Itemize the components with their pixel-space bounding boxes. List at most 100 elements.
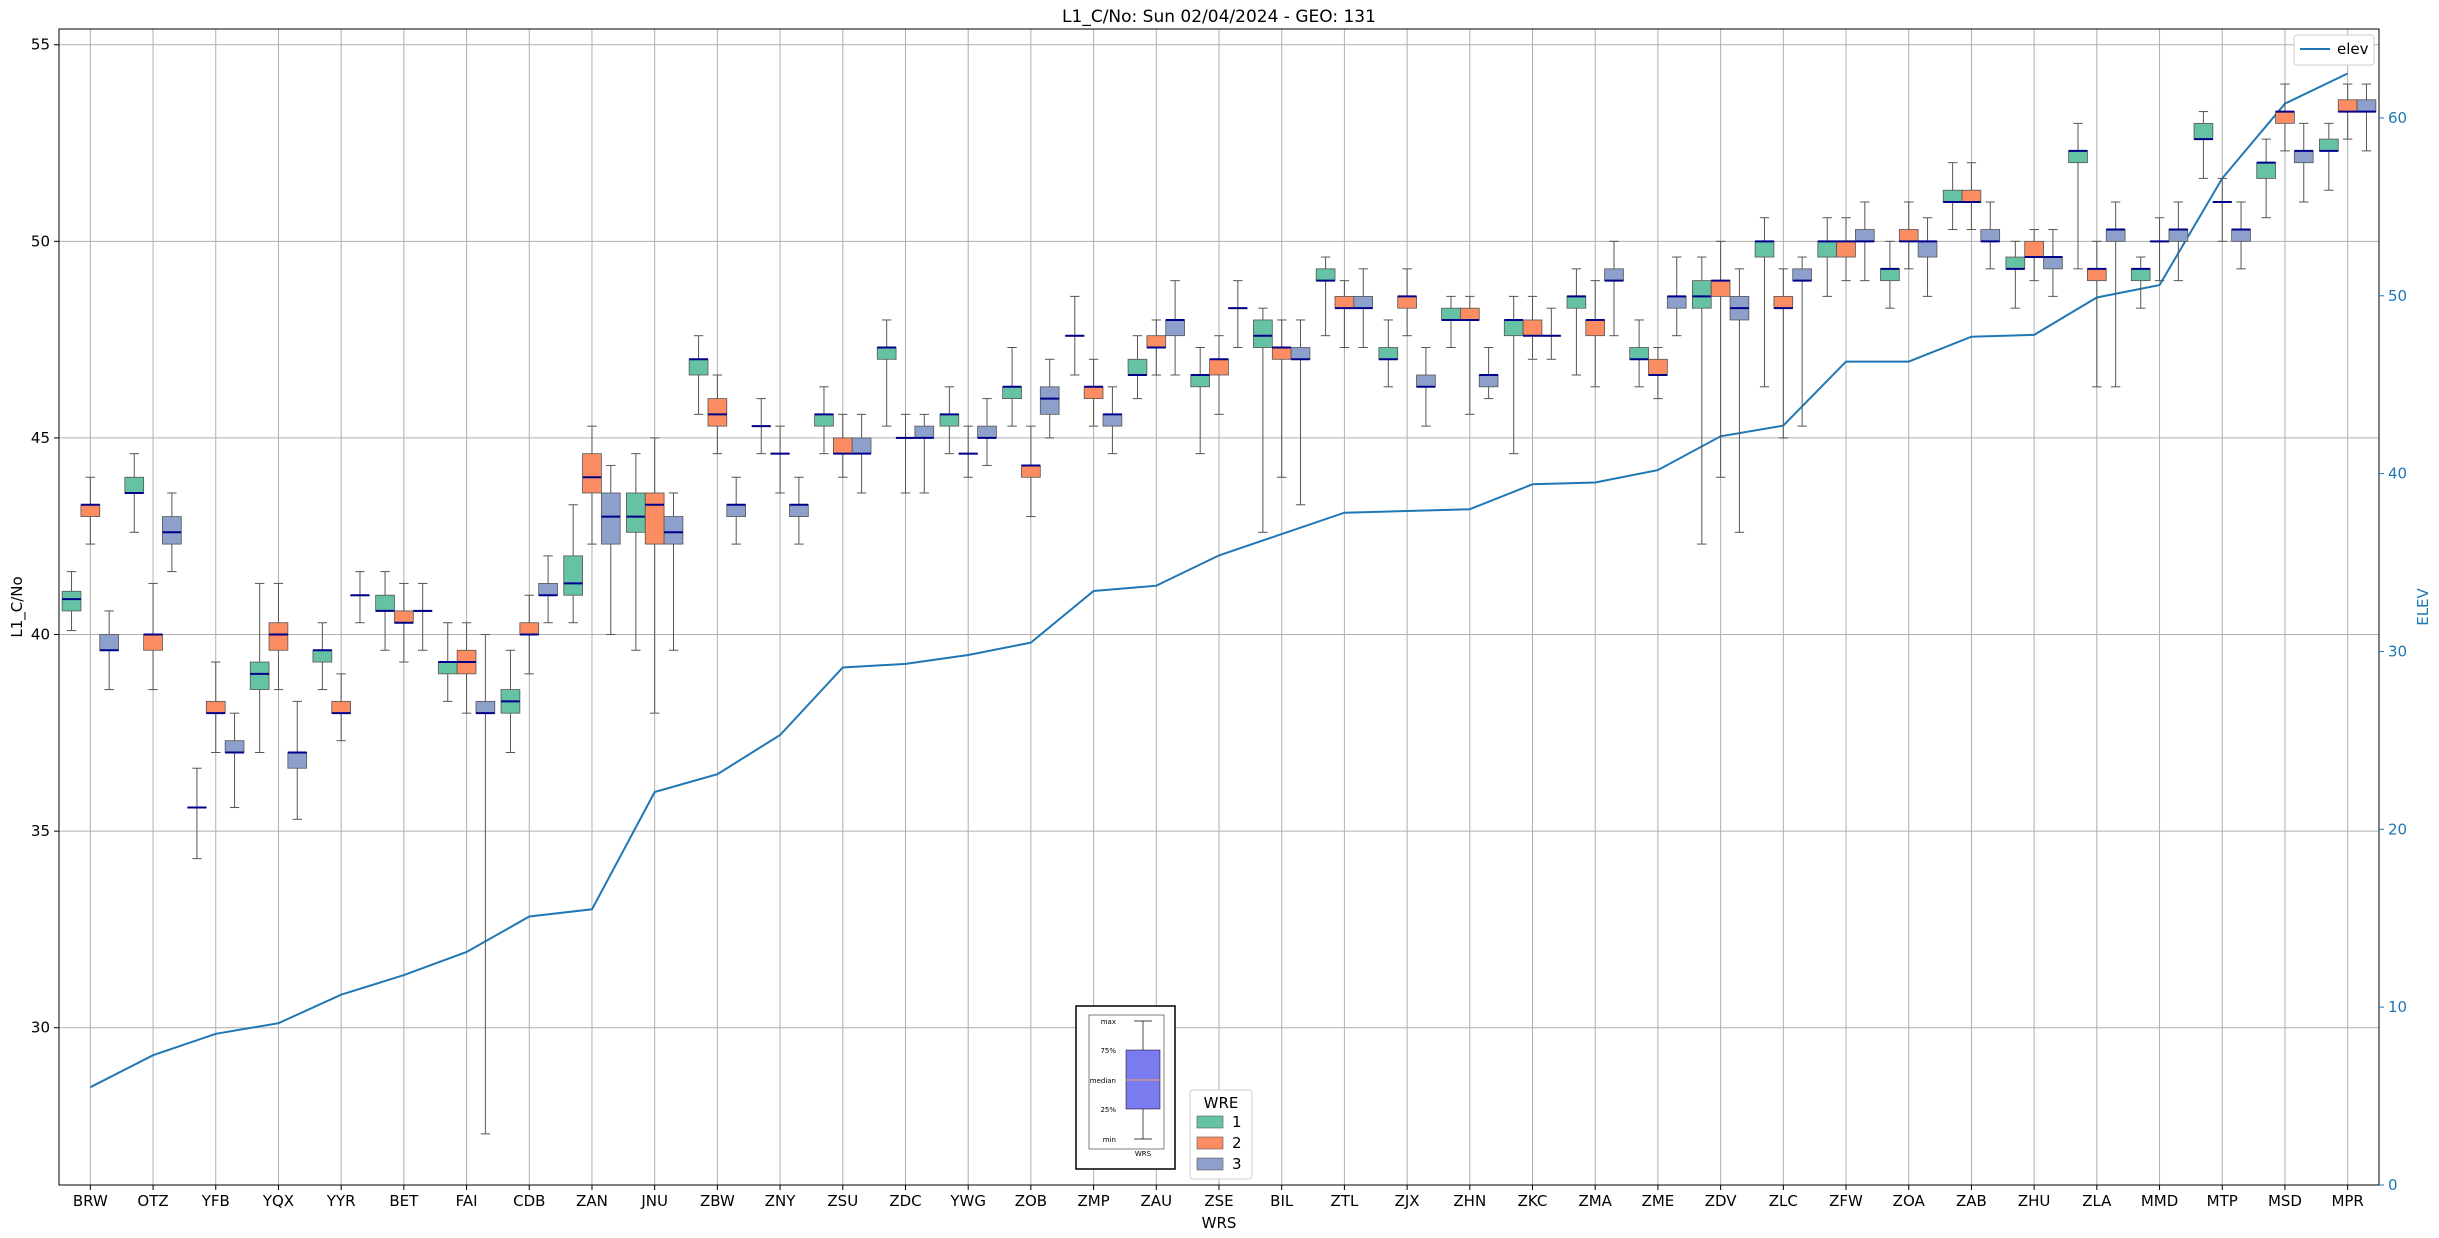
y2-tick-label: 0 — [2388, 1176, 2398, 1194]
x-tick-label: ZHN — [1453, 1192, 1486, 1210]
box-zbw-wre2 — [707, 374, 728, 455]
iqr-box — [1290, 347, 1311, 360]
iqr-box — [1792, 268, 1812, 282]
box-zse-wre3 — [1228, 280, 1248, 348]
box-mpr-wre1 — [2319, 122, 2339, 191]
box-key-label-median: median — [1090, 1077, 1116, 1085]
box-zau-wre2 — [1146, 319, 1167, 376]
box-zny-wre1 — [751, 398, 772, 455]
iqr-box — [437, 661, 458, 675]
box-plot-key: max 75% median 25% min WRS — [1075, 1005, 1176, 1170]
iqr-box — [582, 453, 602, 494]
x-tick-label: MMD — [2141, 1192, 2178, 1210]
iqr-box — [1817, 240, 1838, 258]
box-key-label-max: max — [1101, 1018, 1116, 1026]
iqr-box — [268, 622, 289, 651]
box-zma-wre3 — [1604, 240, 1624, 337]
iqr-box — [331, 700, 351, 714]
box-zab-wre1 — [1942, 162, 1963, 231]
box-zlc-wre2 — [1773, 268, 1794, 439]
iqr-box — [394, 610, 414, 624]
x-tick-label: JNU — [640, 1192, 668, 1210]
box-zhn-wre2 — [1460, 295, 1480, 415]
wre-legend-label-3: 3 — [1232, 1155, 1242, 1173]
x-tick-label: ZOA — [1893, 1192, 1926, 1210]
iqr-box — [1522, 319, 1543, 337]
iqr-box — [1353, 295, 1374, 309]
iqr-box — [2105, 229, 2126, 242]
box-key-xlabel: WRS — [1135, 1150, 1152, 1158]
box-zmp-wre2 — [1083, 358, 1104, 427]
box-zhu-wre3 — [2043, 229, 2063, 297]
box-zla-wre2 — [2087, 240, 2107, 388]
iqr-box — [287, 752, 308, 769]
iqr-box — [2293, 150, 2314, 164]
box-mtp-wre1 — [2193, 111, 2214, 179]
box-jnu-wre3 — [663, 492, 684, 651]
iqr-box — [814, 413, 834, 427]
box-zhn-wre3 — [1478, 346, 1499, 400]
box-bet-wre2 — [394, 582, 414, 663]
box-key-label-q1: 25% — [1100, 1106, 1116, 1114]
iqr-box — [2337, 99, 2358, 112]
box-brw-wre1 — [61, 571, 82, 632]
box-plot-layer — [61, 83, 2377, 1135]
box-zjx-wre3 — [1416, 346, 1436, 427]
box-zme-wre3 — [1666, 256, 1687, 337]
wre-legend-title: WRE — [1204, 1094, 1239, 1112]
iqr-box — [663, 516, 684, 545]
box-otz-wre3 — [162, 492, 182, 573]
iqr-box — [2193, 122, 2214, 140]
iqr-box — [1378, 347, 1399, 360]
wre-legend-swatch-2 — [1196, 1136, 1224, 1150]
iqr-box — [375, 594, 395, 612]
box-zdv-wre3 — [1729, 268, 1750, 533]
wre-legend-swatch-1 — [1196, 1115, 1224, 1129]
box-jnu-wre1 — [626, 453, 646, 651]
iqr-box — [1754, 240, 1775, 258]
iqr-box — [688, 358, 709, 376]
iqr-box — [1980, 229, 2001, 242]
iqr-box — [1165, 319, 1185, 337]
iqr-box — [644, 492, 665, 545]
iqr-box — [249, 661, 270, 690]
iqr-box — [1190, 374, 1210, 388]
box-zdc-wre2 — [895, 413, 916, 494]
iqr-box — [2043, 256, 2063, 270]
iqr-box — [1585, 319, 1606, 337]
box-zfw-wre1 — [1817, 217, 1838, 297]
box-otz-wre2 — [143, 582, 163, 691]
box-cdb-wre1 — [500, 649, 521, 753]
iqr-box — [1441, 307, 1461, 321]
y2-axis-label: ELEV — [2414, 587, 2432, 625]
box-zob-wre2 — [1021, 425, 1041, 518]
box-zbw-wre3 — [726, 476, 746, 545]
iqr-box — [312, 649, 333, 663]
iqr-box — [1397, 295, 1417, 309]
iqr-box — [1253, 319, 1273, 348]
iqr-box — [1127, 358, 1148, 376]
box-zob-wre3 — [1039, 358, 1060, 439]
x-tick-label: FAI — [456, 1192, 478, 1210]
box-yqx-wre2 — [268, 582, 289, 691]
iqr-box — [1604, 268, 1624, 282]
box-ywg-wre2 — [958, 425, 978, 478]
y2-tick-label: 40 — [2388, 465, 2407, 483]
iqr-box — [2168, 229, 2189, 242]
box-key-label-q3: 75% — [1100, 1047, 1116, 1055]
iqr-box — [1855, 229, 1875, 242]
x-tick-label: ZOB — [1015, 1192, 1047, 1210]
box-ztl-wre1 — [1315, 256, 1336, 337]
box-zbw-wre1 — [688, 335, 709, 415]
wre-legend: WRE 1 2 3 — [1189, 1089, 1253, 1180]
iqr-box — [1836, 240, 1856, 258]
iqr-box — [1271, 347, 1292, 360]
x-axis-label: WRS — [1202, 1214, 1237, 1232]
box-zkc-wre3 — [1541, 307, 1562, 360]
x-tick-label: YWG — [949, 1192, 986, 1210]
iqr-box — [2231, 229, 2251, 242]
box-zny-wre2 — [770, 425, 790, 494]
iqr-box — [205, 700, 226, 714]
iqr-box — [1146, 335, 1167, 348]
